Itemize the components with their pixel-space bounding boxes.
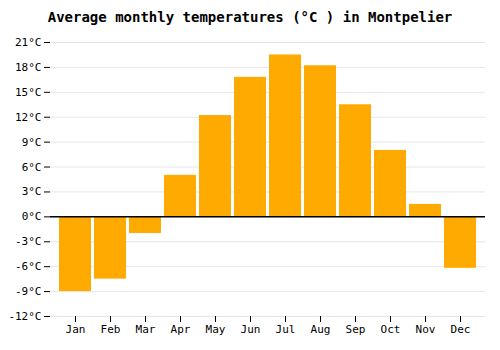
svg-text:Aug: Aug xyxy=(311,323,331,336)
svg-text:-6°C: -6°C xyxy=(15,260,42,273)
svg-text:Feb: Feb xyxy=(101,323,121,336)
svg-text:Sep: Sep xyxy=(346,323,366,336)
svg-text:9°C: 9°C xyxy=(22,136,42,149)
svg-text:18°C: 18°C xyxy=(15,61,42,74)
svg-text:Jun: Jun xyxy=(241,323,261,336)
svg-text:3°C: 3°C xyxy=(22,185,42,198)
svg-text:Nov: Nov xyxy=(416,323,436,336)
svg-text:Dec: Dec xyxy=(451,323,471,336)
svg-text:21°C: 21°C xyxy=(15,36,42,49)
svg-text:0°C: 0°C xyxy=(22,210,42,223)
svg-text:6°C: 6°C xyxy=(22,161,42,174)
svg-text:Oct: Oct xyxy=(381,323,401,336)
svg-text:12°C: 12°C xyxy=(15,111,42,124)
svg-text:Jul: Jul xyxy=(276,323,296,336)
html-text:Average monthly temperatures (: Average monthly temperatures (°C ) in Mo… xyxy=(47,9,453,25)
svg-text:-3°C: -3°C xyxy=(15,235,42,248)
svg-text:May: May xyxy=(206,323,226,336)
svg-text:Mar: Mar xyxy=(136,323,156,336)
svg-text:Apr: Apr xyxy=(171,323,191,336)
svg-text:15°C: 15°C xyxy=(15,86,42,99)
svg-text:-12°C: -12°C xyxy=(8,310,41,323)
svg-text:Jan: Jan xyxy=(66,323,86,336)
svg-text:-9°C: -9°C xyxy=(15,285,42,298)
